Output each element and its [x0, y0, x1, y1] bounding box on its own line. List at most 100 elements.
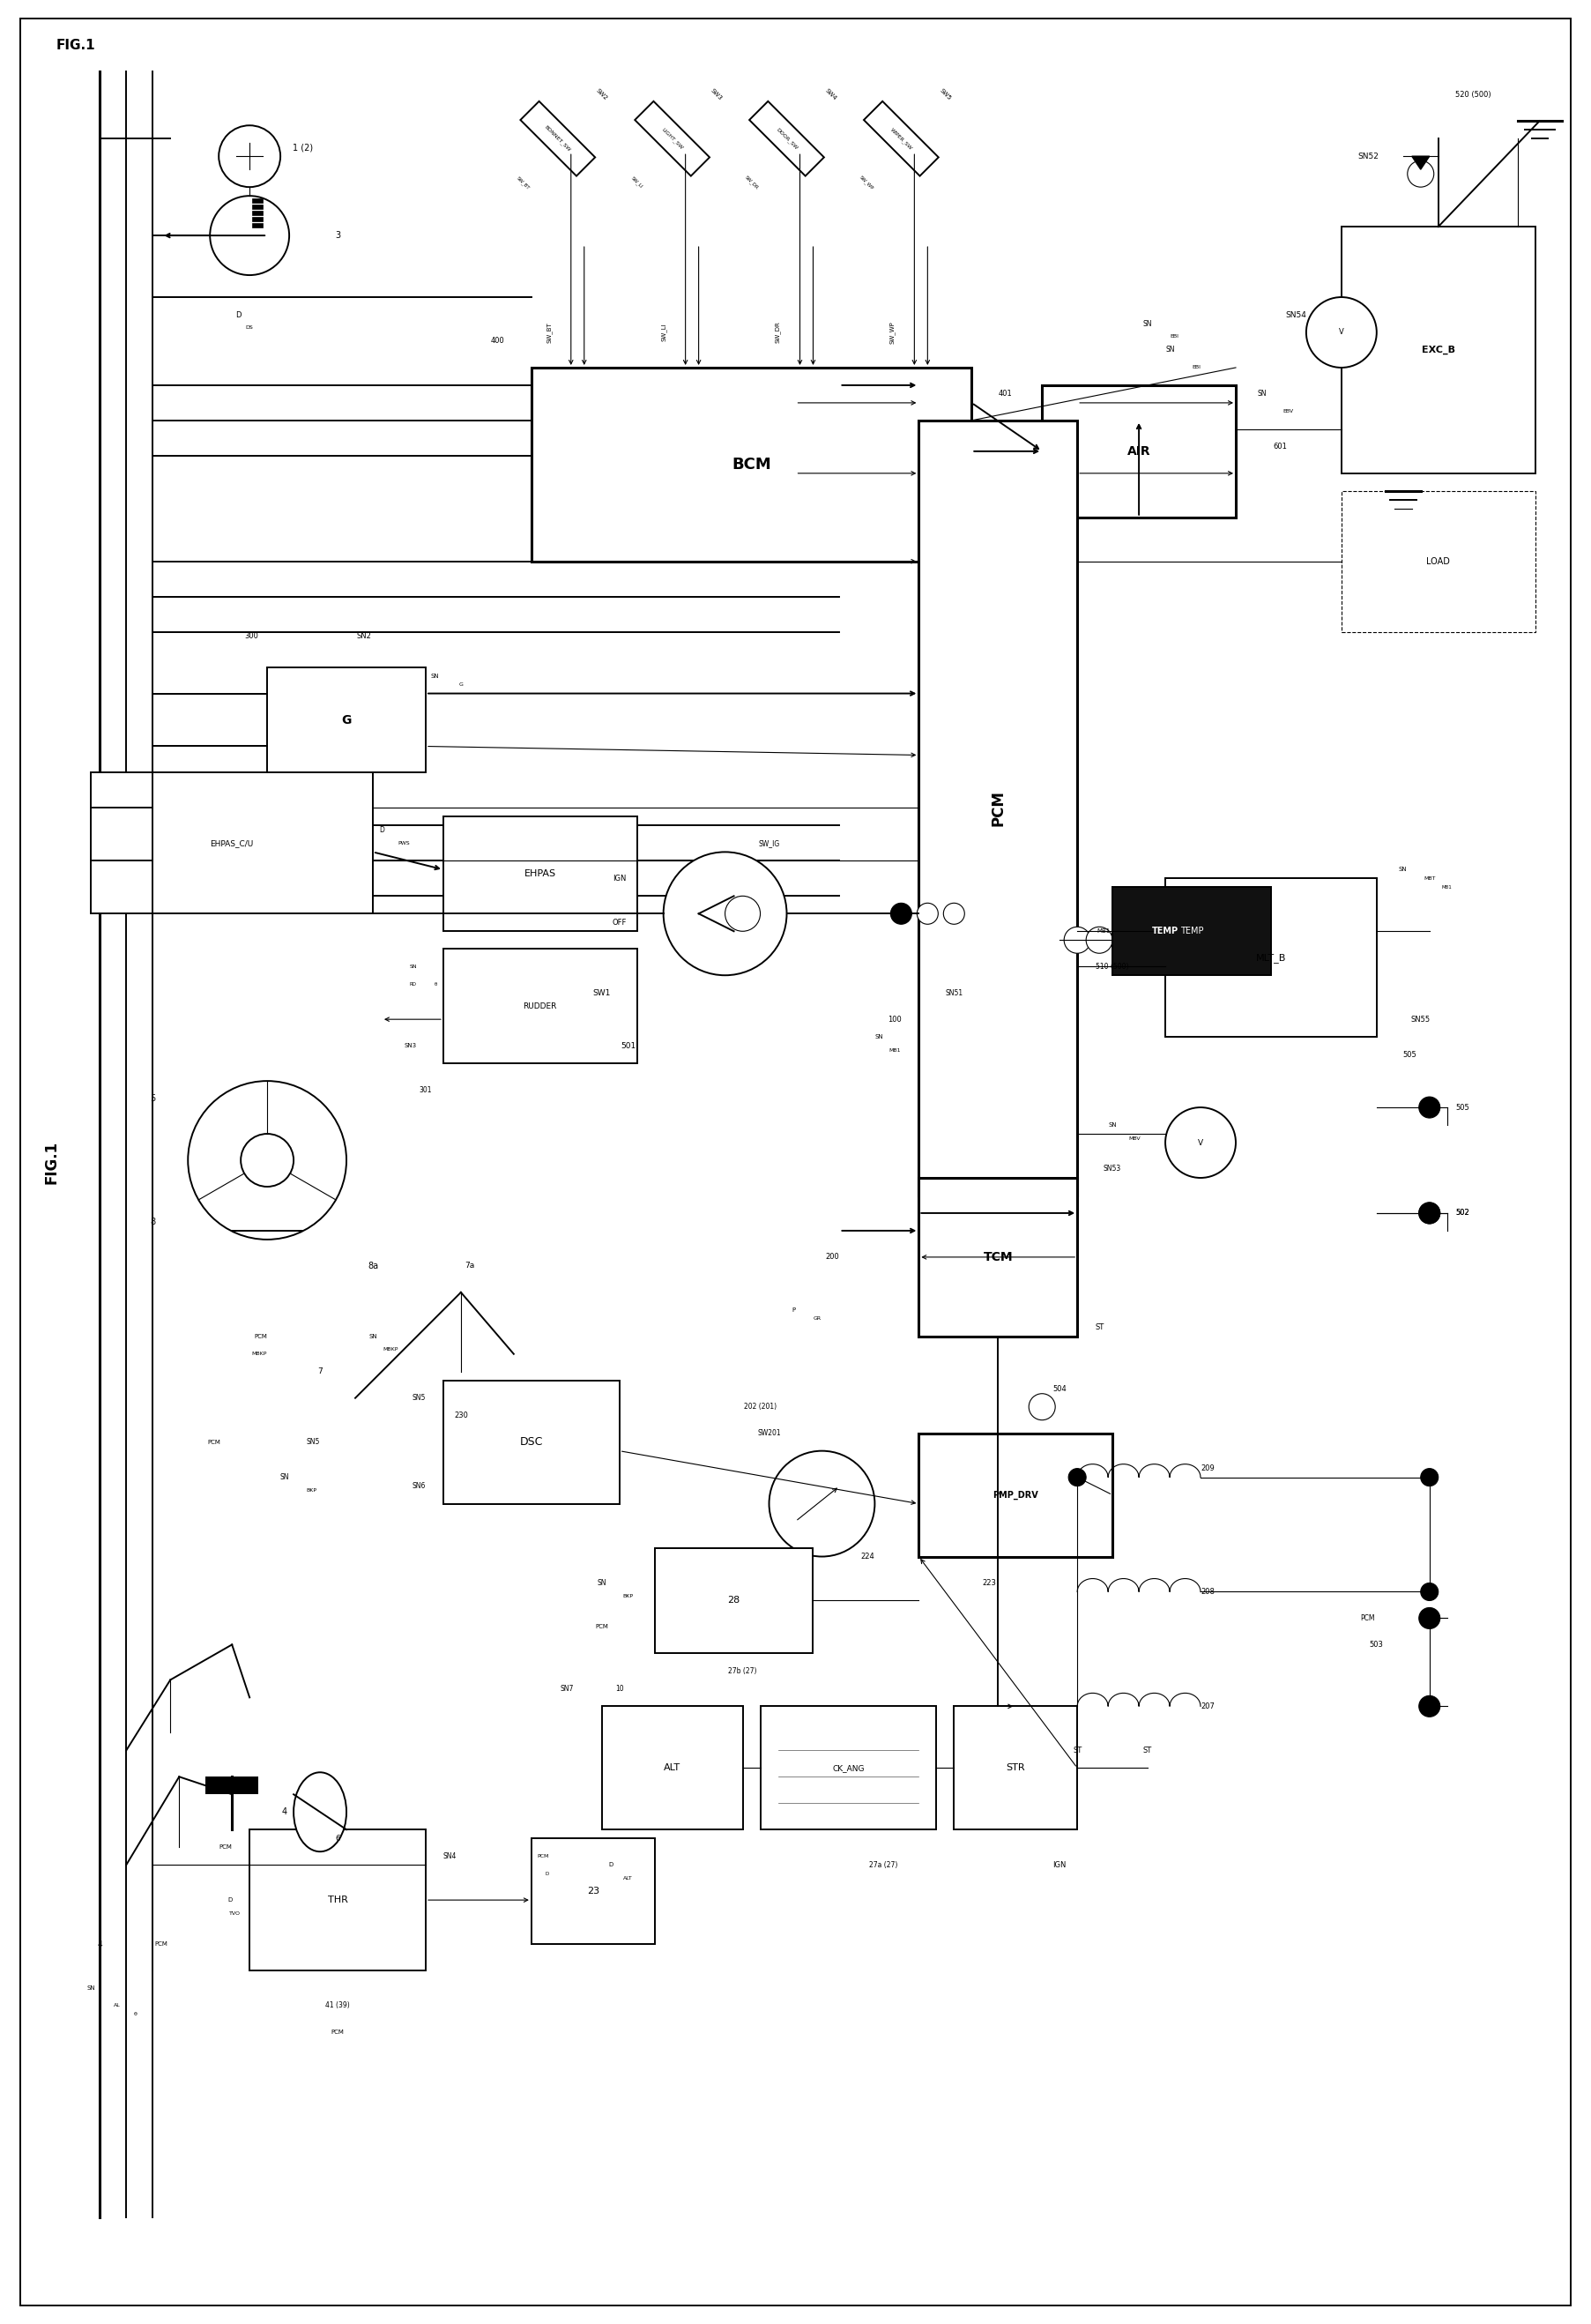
Text: SW3: SW3	[710, 88, 722, 102]
Circle shape	[188, 1081, 347, 1239]
Text: 300: 300	[245, 632, 258, 639]
Text: GR: GR	[813, 1318, 821, 1320]
Text: 200: 200	[826, 1253, 840, 1262]
Circle shape	[1421, 1583, 1438, 1601]
Text: 505: 505	[1403, 1050, 1418, 1057]
Text: SN: SN	[88, 1985, 95, 1992]
Text: THR: THR	[328, 1896, 348, 1903]
Text: MB1: MB1	[1096, 930, 1111, 934]
Text: 505: 505	[1456, 1104, 1470, 1111]
Text: SW201: SW201	[757, 1429, 781, 1436]
Text: MBKP: MBKP	[251, 1353, 267, 1357]
Circle shape	[1069, 1469, 1087, 1485]
Text: 27b (27): 27b (27)	[729, 1666, 757, 1676]
Text: BONNET_SW: BONNET_SW	[544, 125, 571, 153]
Text: 510 (500): 510 (500)	[1096, 962, 1130, 971]
Bar	[531, 367, 972, 562]
Text: SN: SN	[369, 1334, 377, 1339]
Text: 4: 4	[97, 1941, 102, 1948]
Text: RD: RD	[410, 983, 417, 985]
Text: 209: 209	[1201, 1464, 1214, 1473]
Bar	[520, 102, 595, 177]
Text: MLT_B: MLT_B	[1255, 953, 1286, 962]
Bar	[955, 1706, 1077, 1829]
Text: D: D	[379, 825, 385, 834]
Text: ST: ST	[1095, 1325, 1104, 1332]
Text: SN2: SN2	[356, 632, 371, 639]
Text: V: V	[1198, 1139, 1203, 1146]
Text: SW4: SW4	[824, 88, 837, 102]
Text: V: V	[1340, 328, 1344, 337]
Circle shape	[916, 904, 939, 925]
Text: 301: 301	[420, 1085, 433, 1095]
Text: 6: 6	[336, 1834, 340, 1843]
Text: PCM: PCM	[538, 1855, 549, 1859]
Text: LIGHT_SW: LIGHT_SW	[660, 128, 684, 151]
Text: EBI: EBI	[1169, 335, 1179, 339]
Text: FIG.1: FIG.1	[56, 40, 95, 51]
Text: 400: 400	[492, 337, 504, 346]
Text: ALT: ALT	[624, 1875, 633, 1880]
Text: DSC: DSC	[520, 1436, 543, 1448]
Circle shape	[1419, 1697, 1440, 1717]
Text: TVO: TVO	[229, 1910, 240, 1915]
Text: ST: ST	[1144, 1745, 1152, 1755]
Text: 207: 207	[1201, 1701, 1214, 1710]
Text: 202 (201): 202 (201)	[745, 1404, 776, 1411]
Text: SN: SN	[1109, 1122, 1117, 1127]
Text: 401: 401	[998, 390, 1012, 397]
Text: SW_BT: SW_BT	[546, 323, 552, 344]
Text: 7a: 7a	[465, 1262, 474, 1269]
Text: MBKP: MBKP	[383, 1348, 398, 1353]
Text: EHPAS_C/U: EHPAS_C/U	[210, 839, 253, 848]
Text: SN5: SN5	[412, 1394, 426, 1401]
Text: 10: 10	[616, 1685, 624, 1692]
Bar	[601, 1706, 743, 1829]
Text: SW_IG: SW_IG	[759, 839, 780, 848]
Text: MB1: MB1	[889, 1048, 901, 1053]
Text: CK_ANG: CK_ANG	[832, 1764, 864, 1771]
Circle shape	[210, 195, 290, 274]
Circle shape	[1064, 927, 1090, 953]
Text: SN: SN	[280, 1473, 290, 1480]
Text: MBT: MBT	[1424, 876, 1435, 881]
Text: D: D	[228, 1896, 232, 1903]
Text: SW5: SW5	[939, 88, 951, 102]
Bar	[253, 223, 263, 228]
Text: IGN: IGN	[613, 874, 627, 883]
Text: SN53: SN53	[1104, 1164, 1122, 1174]
Text: SW_LI: SW_LI	[630, 177, 644, 191]
Text: FIG.1: FIG.1	[43, 1141, 59, 1183]
Circle shape	[1165, 1109, 1236, 1178]
Text: SN: SN	[875, 1034, 883, 1039]
Text: SN51: SN51	[945, 990, 963, 997]
Text: 3: 3	[336, 230, 340, 239]
Circle shape	[1408, 160, 1433, 186]
Bar	[749, 102, 824, 177]
Text: PCM: PCM	[1360, 1615, 1375, 1622]
Text: PWS: PWS	[398, 841, 409, 846]
Text: 7: 7	[318, 1367, 323, 1376]
Text: PMP_DRV: PMP_DRV	[993, 1490, 1039, 1499]
Text: SN: SN	[1142, 321, 1152, 328]
Text: 230: 230	[453, 1411, 468, 1420]
Text: SN: SN	[430, 674, 439, 679]
Bar	[918, 1178, 1077, 1336]
Text: PCM: PCM	[154, 1941, 169, 1948]
Bar	[918, 421, 1077, 1195]
Circle shape	[725, 897, 760, 932]
Bar	[253, 198, 263, 202]
Text: G: G	[342, 713, 352, 725]
Text: SN3: SN3	[404, 1043, 417, 1048]
Bar	[1165, 878, 1376, 1037]
Bar	[444, 948, 636, 1064]
Bar	[253, 211, 263, 216]
Text: EBV: EBV	[1284, 409, 1293, 414]
Text: PCM: PCM	[255, 1334, 267, 1339]
Text: 208: 208	[1201, 1587, 1214, 1597]
Text: SW_DR: SW_DR	[775, 321, 781, 344]
Circle shape	[1419, 1202, 1440, 1225]
Bar	[1341, 228, 1535, 474]
Text: 504: 504	[1053, 1385, 1066, 1392]
Text: DOOR_SW: DOOR_SW	[775, 128, 799, 151]
